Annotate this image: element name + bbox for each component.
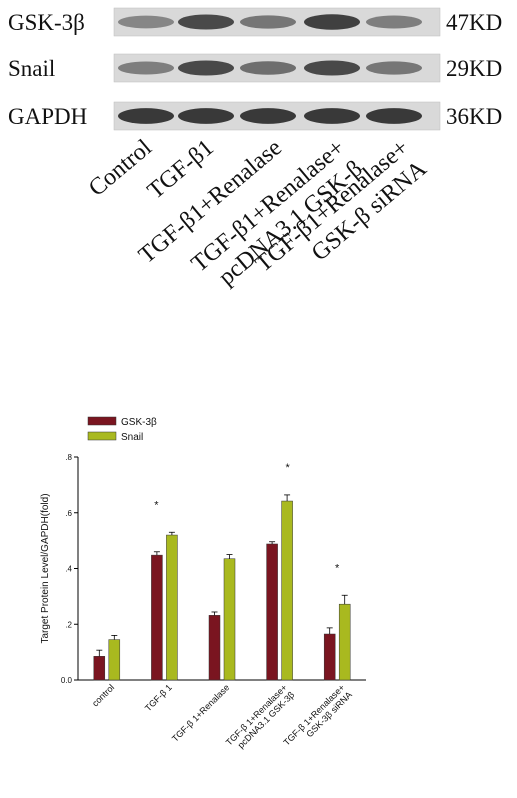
bar-gsk-3- <box>151 554 163 681</box>
x-tick-label-line1: TGF-β 1+Renalase <box>170 682 231 743</box>
y-tick-label: 0.0 <box>61 676 73 685</box>
x-tick-label-line1: control <box>90 682 116 708</box>
x-tick-label: TGF-β 1 <box>143 682 174 713</box>
blot-band <box>304 60 360 76</box>
molecular-weight-label: 36KD <box>446 104 502 129</box>
bar-gsk-3- <box>208 615 221 681</box>
lane-label: Control <box>84 134 157 201</box>
blot-band <box>366 61 422 75</box>
x-tick-label-line1: TGF-β 1+Renalase+ <box>224 682 289 747</box>
blot-band <box>178 14 234 30</box>
blot-band <box>240 108 296 124</box>
blot-band <box>240 15 296 29</box>
blot-band <box>178 108 234 124</box>
legend-label: Snail <box>121 432 143 443</box>
x-tick-label: control <box>90 682 116 708</box>
protein-label: GSK-3β <box>8 10 85 35</box>
protein-label: Snail <box>8 56 55 81</box>
legend-label: GSK-3β <box>121 417 157 428</box>
significance-marker: * <box>285 462 290 474</box>
bar-snail <box>108 639 121 681</box>
bar-chart-panel: 0.0 .2 .4 .6 .8 Target Protein Level/GAPDH(fo… <box>40 416 366 750</box>
blot-band <box>304 14 360 30</box>
blot-band <box>118 61 174 75</box>
blot-band <box>240 61 296 75</box>
bar-snail <box>166 534 178 681</box>
bar-snail <box>281 500 293 681</box>
blot-band <box>118 108 174 124</box>
blot-band <box>304 108 360 124</box>
bar-snail <box>338 603 351 681</box>
legend-swatch <box>87 416 117 426</box>
bar-gsk-3- <box>266 543 278 681</box>
legend-swatch <box>87 431 117 441</box>
bar-gsk-3- <box>323 633 336 681</box>
blot-band <box>366 108 422 124</box>
y-axis-label: Target Protein Level/GAPDH(fold) <box>40 493 51 643</box>
molecular-weight-label: 29KD <box>446 56 502 81</box>
x-tick-label-line1: TGF-β 1 <box>143 682 174 713</box>
y-tick-label: .2 <box>65 620 72 629</box>
lane-label-line1: Control <box>84 134 157 201</box>
x-tick-label: TGF-β 1+Renalase <box>170 682 231 743</box>
significance-marker: * <box>335 562 340 574</box>
significance-marker: * <box>154 499 159 511</box>
blot-band <box>366 15 422 29</box>
y-tick-label: .4 <box>65 565 72 574</box>
bar-gsk-3- <box>93 656 106 681</box>
y-tick-label: .6 <box>65 509 72 518</box>
protein-label: GAPDH <box>8 104 87 129</box>
blot-band <box>118 15 174 29</box>
blot-band <box>178 60 234 76</box>
bar-snail <box>223 558 236 681</box>
y-tick-label: .8 <box>65 453 72 462</box>
molecular-weight-label: 47KD <box>446 10 502 35</box>
